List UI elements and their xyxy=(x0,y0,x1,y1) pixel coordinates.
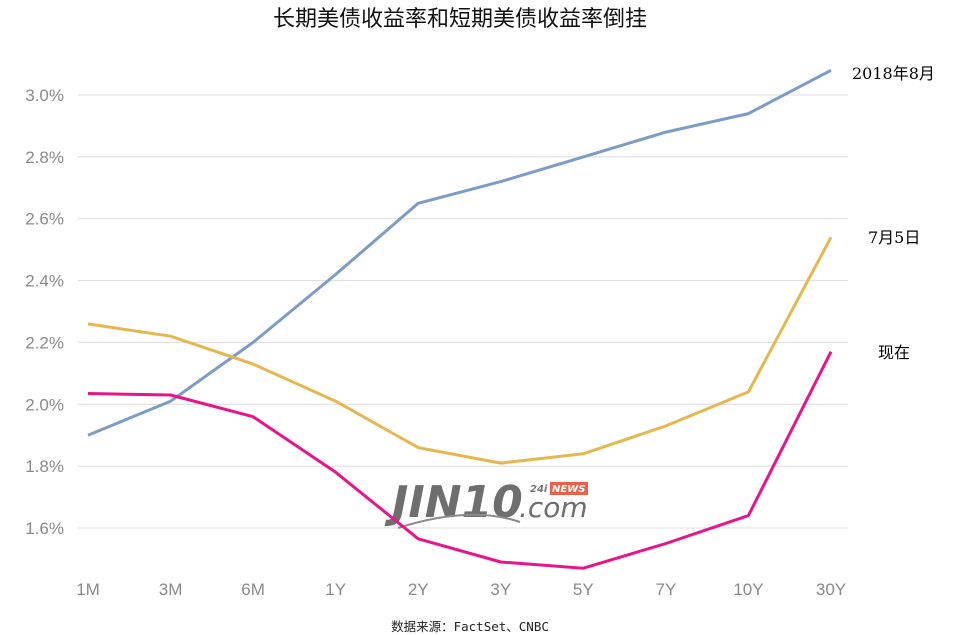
series-lines xyxy=(87,68,833,570)
x-tick-label: 3M xyxy=(159,580,183,599)
watermark-logo: JIN10 .com 24i NEWS xyxy=(384,477,588,529)
y-axis-ticks: 3.0% 2.8% 2.6% 2.4% 2.2% 2.0% 1.8% 1.6% xyxy=(25,86,64,538)
x-tick-label: 1Y xyxy=(325,580,346,599)
series-line xyxy=(87,351,833,570)
x-tick-label: 3Y xyxy=(490,580,511,599)
y-tick-label: 2.4% xyxy=(25,272,64,291)
series-line xyxy=(87,68,832,437)
watermark-suffix: .com xyxy=(519,491,588,524)
y-tick-label: 1.6% xyxy=(25,519,64,538)
x-tick-label: 6M xyxy=(241,580,265,599)
chart-source: 数据来源：FactSet、CNBC xyxy=(391,619,549,634)
x-tick-label: 30Y xyxy=(816,580,846,599)
x-tick-label: 7Y xyxy=(655,580,676,599)
watermark-badge-bg xyxy=(550,482,588,495)
chart-title: 长期美债收益率和短期美债收益率倒挂 xyxy=(273,7,647,32)
y-tick-label: 1.8% xyxy=(25,457,64,476)
y-tick-label: 2.0% xyxy=(25,395,64,414)
y-tick-label: 2.8% xyxy=(25,148,64,167)
x-axis-ticks: 1M 3M 6M 1Y 2Y 3Y 5Y 7Y 10Y 30Y xyxy=(76,580,846,599)
watermark-badge: NEWS xyxy=(552,484,585,495)
series-label: 7月5日 xyxy=(868,228,920,247)
x-tick-label: 10Y xyxy=(733,580,763,599)
y-tick-label: 2.6% xyxy=(25,210,64,229)
x-tick-label: 2Y xyxy=(408,580,429,599)
x-tick-label: 1M xyxy=(76,580,100,599)
y-tick-label: 2.2% xyxy=(25,333,64,352)
series-label: 2018年8月 xyxy=(852,64,935,83)
grid-lines xyxy=(78,94,848,529)
watermark-swoosh xyxy=(397,513,521,529)
x-tick-label: 5Y xyxy=(573,580,594,599)
watermark-text: JIN10 xyxy=(384,477,523,528)
y-tick-label: 3.0% xyxy=(25,86,64,105)
series-line xyxy=(87,236,833,465)
series-label: 现在 xyxy=(878,343,910,362)
watermark-badge-prefix: 24i xyxy=(530,484,548,495)
